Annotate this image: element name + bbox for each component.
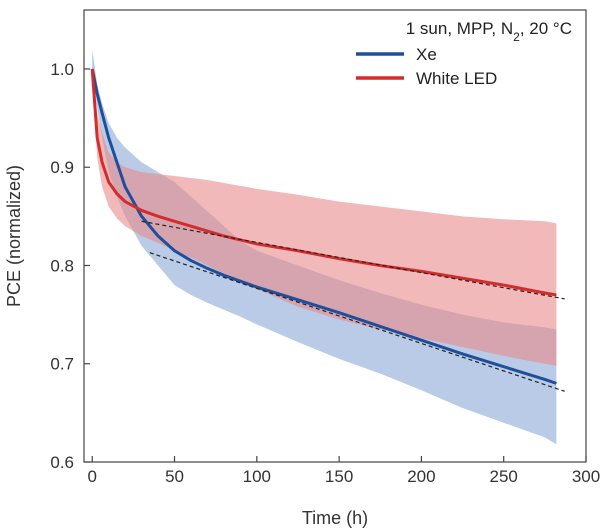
x-tick-label: 50 [165,467,184,486]
x-tick-label: 200 [407,467,435,486]
confidence-bands [92,49,557,445]
plot-frame [83,9,587,463]
x-tick-label: 100 [243,467,271,486]
line-white-led [90,68,557,297]
legend-label-white-led: White LED [416,69,497,88]
legend-title-pre: 1 sun, MPP, N [406,19,513,38]
legend: 1 sun, MPP, N2, 20 °C Xe White LED [356,19,572,88]
fit-line-0 [141,220,565,300]
y-tick-label: 0.8 [50,256,74,275]
fit-lines [141,220,565,392]
series-lines [90,68,557,385]
band-white-led [92,68,557,366]
y-tick-label: 0.6 [50,453,74,472]
axis-tick-labels: 0 50 100 150 200 250 300 0.6 0.7 0.8 0.9 1.0 [50,60,600,486]
y-tick-label: 1.0 [50,60,74,79]
y-tick-label: 0.9 [50,158,74,177]
legend-title: 1 sun, MPP, N2, 20 °C [406,19,572,44]
x-tick-label: 300 [572,467,600,486]
legend-title-post: , 20 °C [520,19,572,38]
x-tick-label: 150 [325,467,353,486]
legend-title-sub: 2 [513,30,520,44]
x-tick-label: 0 [87,467,96,486]
x-tick-label: 250 [490,467,518,486]
y-axis-title: PCE (normalized) [4,165,24,307]
axis-ticks [84,68,587,463]
y-tick-label: 0.7 [50,355,74,374]
x-axis-title: Time (h) [302,508,368,528]
line-xe [90,68,557,385]
legend-label-xe: Xe [416,45,437,64]
fit-line-1 [149,252,565,392]
